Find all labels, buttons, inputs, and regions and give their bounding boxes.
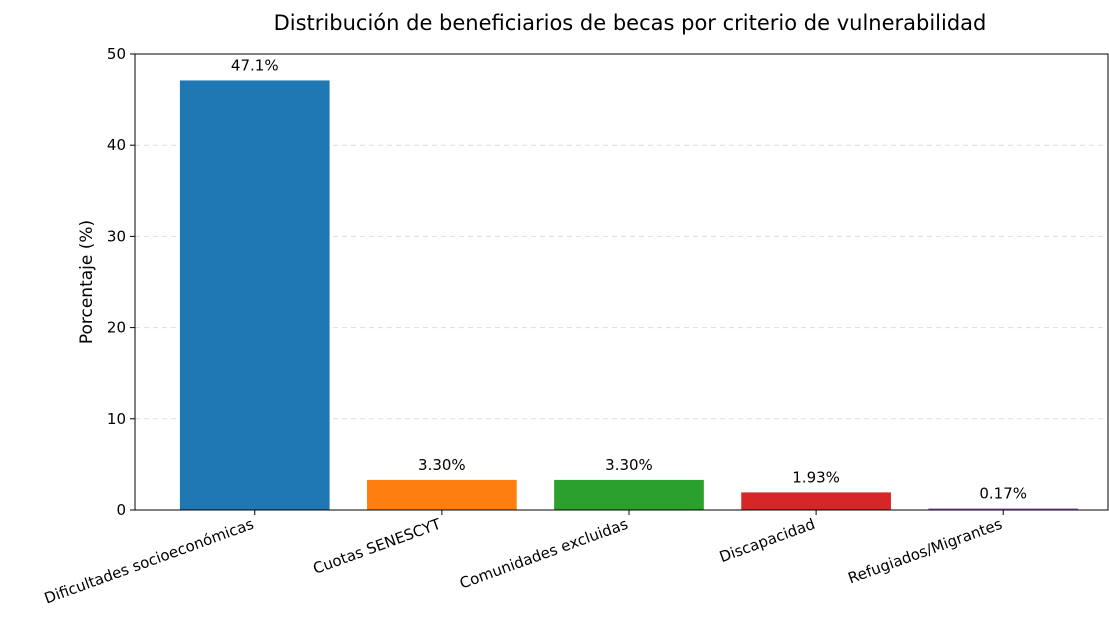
bar	[928, 508, 1079, 510]
y-tick-label: 10	[107, 410, 126, 428]
x-tick-label: Refugiados/Migrantes	[846, 515, 1005, 588]
bar	[367, 479, 517, 510]
y-axis-label: Porcentaje (%)	[77, 220, 97, 344]
y-tick-label: 0	[116, 501, 126, 519]
x-tick-label: Comunidades excluidas	[457, 515, 630, 593]
value-label: 47.1%	[231, 56, 279, 74]
y-tick-label: 20	[107, 319, 126, 337]
value-label: 1.93%	[792, 468, 840, 486]
x-tick-label: Cuotas SENESCYT	[311, 515, 444, 578]
y-tick-label: 50	[107, 45, 126, 63]
value-label: 3.30%	[605, 456, 653, 474]
bar	[554, 479, 704, 510]
chart-title: Distribución de beneficiarios de becas p…	[274, 11, 987, 35]
x-tick-label: Discapacidad	[717, 515, 817, 566]
bar	[179, 80, 330, 510]
y-tick-label: 30	[107, 227, 126, 245]
x-tick-label: Dificultades socioeconómicas	[42, 515, 256, 608]
value-label: 3.30%	[418, 456, 466, 474]
value-label: 0.17%	[979, 484, 1027, 502]
plot-frame	[134, 53, 1109, 511]
bar	[741, 492, 891, 510]
y-tick-label: 40	[107, 136, 126, 154]
